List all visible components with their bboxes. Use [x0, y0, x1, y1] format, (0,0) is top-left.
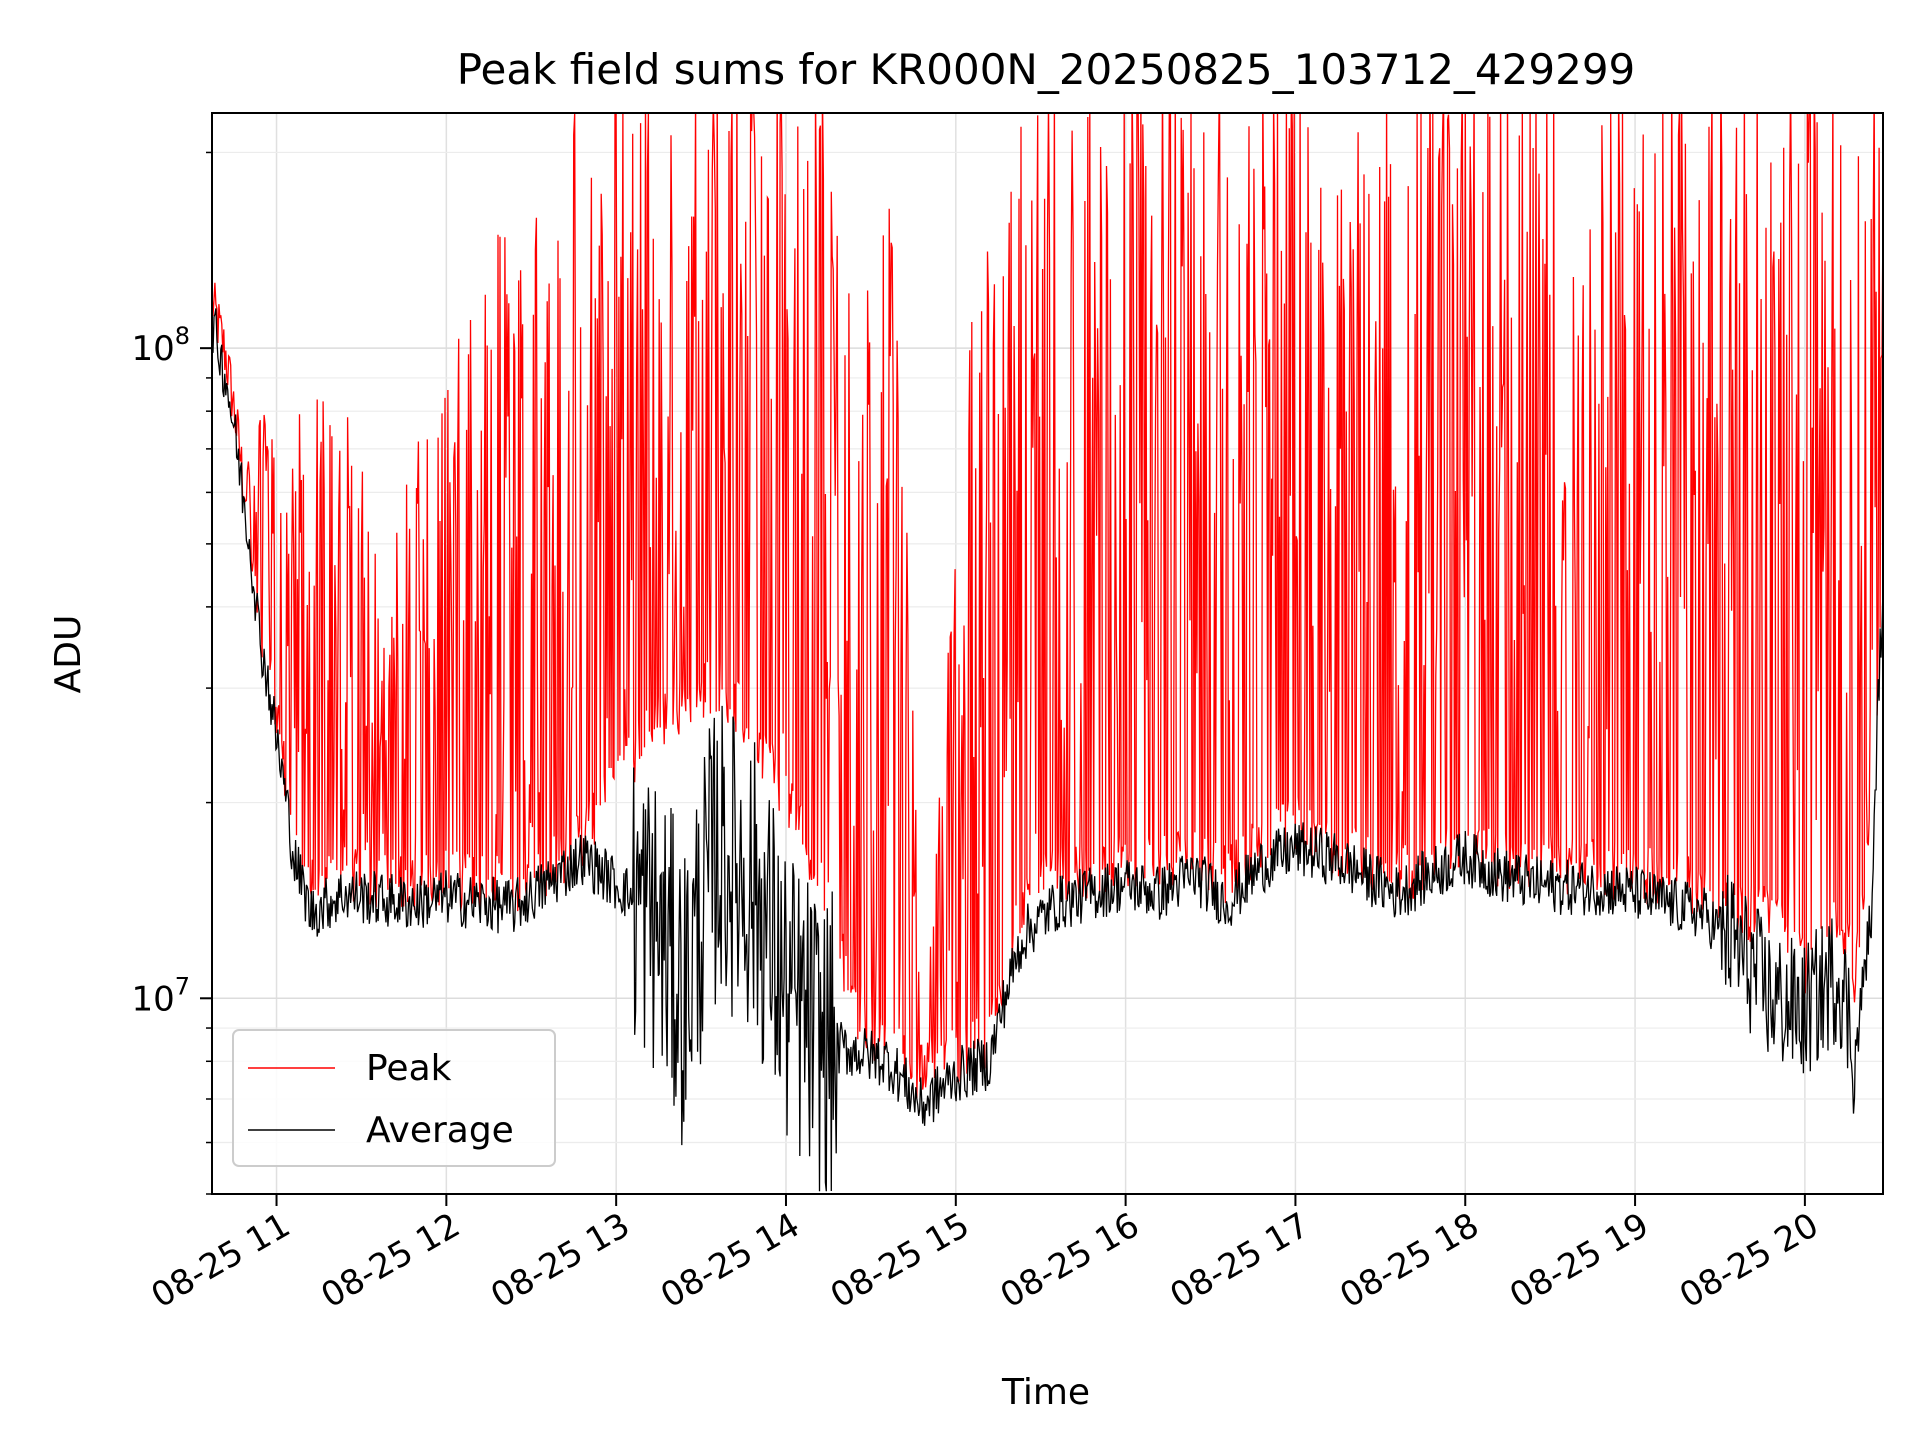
chart-title: Peak field sums for KR000N_20250825_1037… [457, 45, 1636, 94]
y-tick-label: 107 [131, 972, 190, 1019]
legend-label: Peak [366, 1048, 452, 1089]
series-layer [212, 113, 1883, 1192]
y-tick-label: 108 [131, 322, 190, 369]
average-series-line [212, 308, 1883, 1192]
x-axis-label: Time [1001, 1372, 1090, 1413]
y-axis-label: ADU [48, 615, 89, 694]
legend: Peak Average [232, 1029, 556, 1167]
legend-label: Average [366, 1110, 514, 1151]
y-axis: 107 108 [131, 151, 212, 1195]
legend-box [232, 1029, 556, 1167]
plot-frame [211, 112, 1884, 1195]
